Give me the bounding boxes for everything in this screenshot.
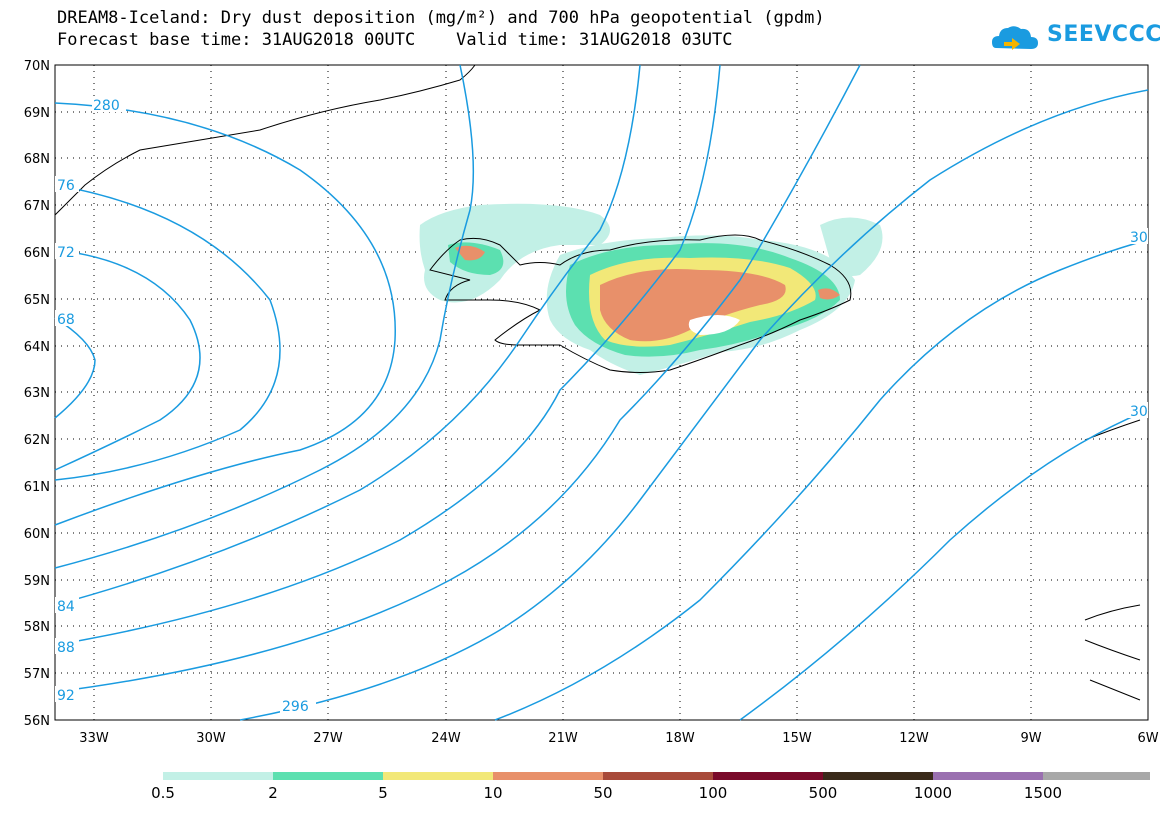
contour-label: 30 xyxy=(1130,230,1148,246)
map-title: DREAM8-Iceland: Dry dust deposition (mg/… xyxy=(57,8,825,28)
longitude-labels: 33W 30W 27W 24W 21W 18W 15W 12W 9W 6W xyxy=(79,731,1158,746)
lat-tick-label: 59N xyxy=(24,574,50,589)
lon-tick-label: 6W xyxy=(1137,731,1158,746)
legend-swatch xyxy=(603,772,713,780)
lon-tick-label: 12W xyxy=(899,731,929,746)
legend-swatch xyxy=(713,772,823,780)
logo-text: SEEVCCC xyxy=(1047,22,1162,47)
lat-tick-label: 61N xyxy=(24,480,50,495)
contour-label: 296 xyxy=(282,699,309,715)
lon-tick-label: 21W xyxy=(548,731,578,746)
legend-label: 0.5 xyxy=(151,784,175,802)
contour-label: 84 xyxy=(57,599,75,615)
graticule xyxy=(55,65,1148,720)
legend-label: 1500 xyxy=(1023,784,1063,802)
legend-swatch xyxy=(493,772,603,780)
lat-tick-label: 64N xyxy=(24,340,50,355)
legend-label: 5 xyxy=(378,784,388,802)
geopotential-contours xyxy=(54,64,1149,721)
legend-swatch xyxy=(933,772,1043,780)
legend-swatch xyxy=(383,772,493,780)
lat-tick-label: 69N xyxy=(24,106,50,121)
lon-tick-label: 27W xyxy=(313,731,343,746)
legend-swatch xyxy=(823,772,933,780)
contour-label: 88 xyxy=(57,640,75,656)
contour-label: 30 xyxy=(1130,404,1148,420)
legend-swatch xyxy=(273,772,383,780)
lat-tick-label: 62N xyxy=(24,433,50,448)
legend-swatch xyxy=(1043,772,1150,780)
dust-deposition-field xyxy=(419,203,883,375)
lat-tick-label: 63N xyxy=(24,386,50,401)
legend-label: 50 xyxy=(593,784,613,802)
lon-tick-label: 9W xyxy=(1020,731,1041,746)
lon-tick-label: 24W xyxy=(431,731,461,746)
lat-tick-label: 66N xyxy=(24,246,50,261)
legend-label: 2 xyxy=(268,784,278,802)
lon-tick-label: 30W xyxy=(196,731,226,746)
contour-label: 72 xyxy=(57,245,75,261)
contour-label: 76 xyxy=(57,178,75,194)
lat-tick-label: 70N xyxy=(24,59,50,74)
contour-label: 68 xyxy=(57,312,75,328)
lat-tick-label: 57N xyxy=(24,667,50,682)
lat-tick-label: 60N xyxy=(24,527,50,542)
lat-tick-label: 56N xyxy=(24,714,50,729)
legend-label: 100 xyxy=(698,784,728,802)
lon-tick-label: 33W xyxy=(79,731,109,746)
legend-label: 1000 xyxy=(913,784,953,802)
contour-label: 280 xyxy=(93,98,120,114)
legend-swatch xyxy=(163,772,273,780)
lat-tick-label: 68N xyxy=(24,152,50,167)
contour-labels: 280 76 72 68 84 88 92 296 30 30 xyxy=(55,96,1148,715)
lat-tick-label: 58N xyxy=(24,620,50,635)
lat-tick-label: 65N xyxy=(24,293,50,308)
coastlines xyxy=(54,64,1141,701)
lon-tick-label: 15W xyxy=(782,731,812,746)
cloud-logo-icon xyxy=(992,26,1038,50)
lat-tick-label: 67N xyxy=(24,199,50,214)
lon-tick-label: 18W xyxy=(665,731,695,746)
legend-label: 500 xyxy=(808,784,838,802)
contour-label: 92 xyxy=(57,688,75,704)
map-subtitle: Forecast base time: 31AUG2018 00UTC Vali… xyxy=(57,30,733,50)
latitude-labels: 70N 69N 68N 67N 66N 65N 64N 63N 62N 61N … xyxy=(24,59,50,729)
legend-label: 10 xyxy=(483,784,503,802)
